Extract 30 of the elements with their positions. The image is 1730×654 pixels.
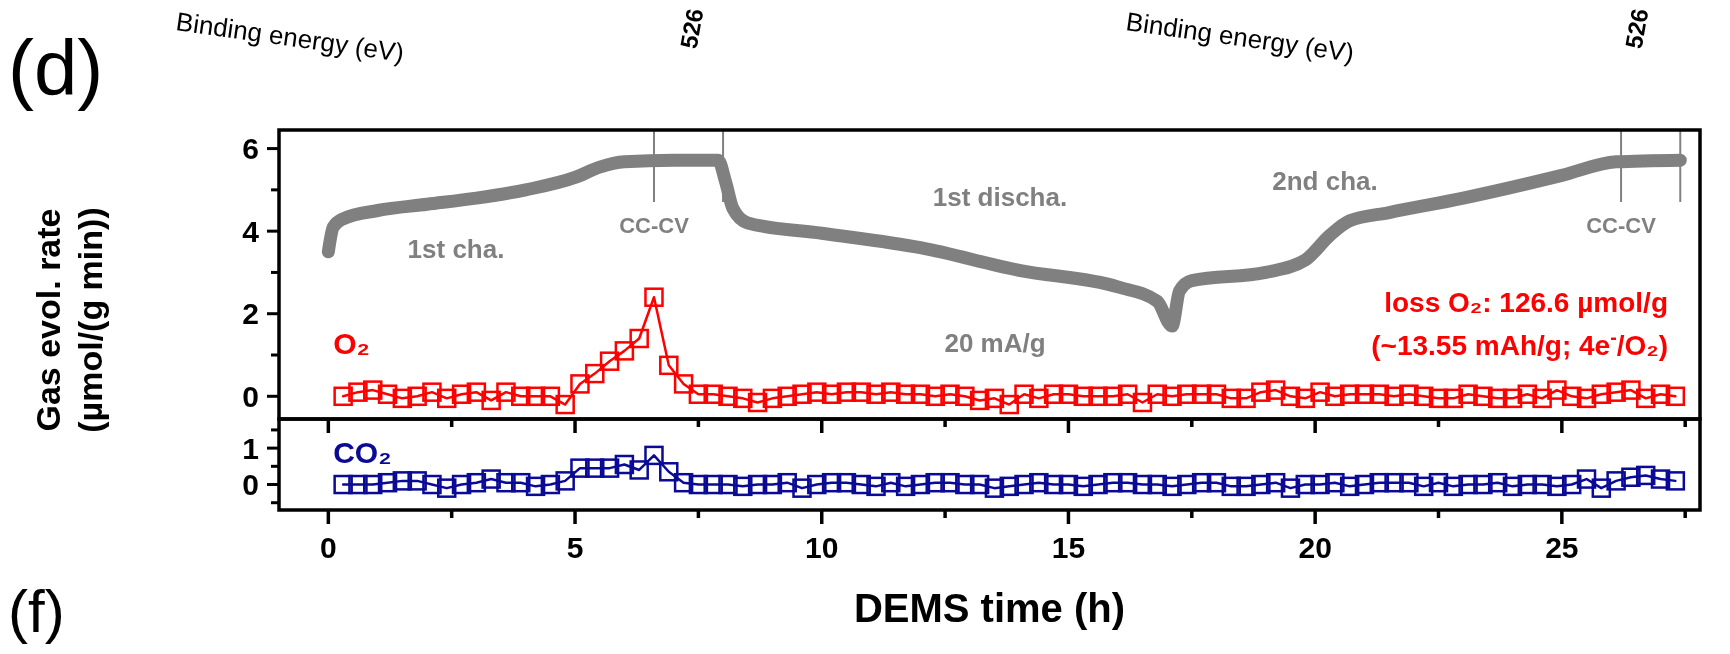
y-tick-label: 6: [242, 132, 259, 166]
text: Binding energy (eV): [174, 6, 406, 68]
text: 526: [674, 6, 709, 51]
x-tick-label: 10: [805, 531, 839, 564]
y-tick-label: 0: [242, 379, 259, 413]
y-tick-label: 0: [242, 468, 259, 502]
annotation: 2nd cha.: [1272, 166, 1378, 196]
x-tick-label: 20: [1298, 531, 1332, 564]
x-tick-label: 25: [1545, 531, 1579, 564]
ref-line-label: CC-CV: [1586, 213, 1657, 238]
ref-line-label: CC-CV: [619, 213, 690, 238]
x-axis-title: DEMS time (h): [853, 586, 1126, 630]
annotation: loss O₂: 126.6 µmol/g: [1384, 287, 1668, 318]
text: (f): [8, 578, 65, 645]
y-axis-title: Gas evol. rate (µmol/(g min)): [29, 207, 109, 433]
text: 526: [1619, 6, 1654, 51]
x-tick-label: 0: [320, 531, 337, 564]
annotation: (~13.55 mAh/g; 4e$^{-}$/O₂): [1371, 326, 1668, 361]
text: (d): [8, 24, 104, 112]
y-tick-label: 1: [242, 431, 259, 465]
y-tick-label: 4: [242, 214, 260, 248]
annotation: 1st cha.: [407, 234, 505, 264]
y-tick-label: 2: [242, 297, 259, 331]
x-tick-label: 15: [1051, 531, 1086, 564]
annotation: 1st discha.: [932, 182, 1068, 212]
x-tick-label: 5: [566, 531, 584, 564]
annotation: 20 mA/g: [944, 328, 1046, 358]
text: Binding energy (eV): [1124, 6, 1356, 68]
series-label: O₂: [333, 327, 370, 361]
series-label: CO₂: [333, 435, 392, 469]
